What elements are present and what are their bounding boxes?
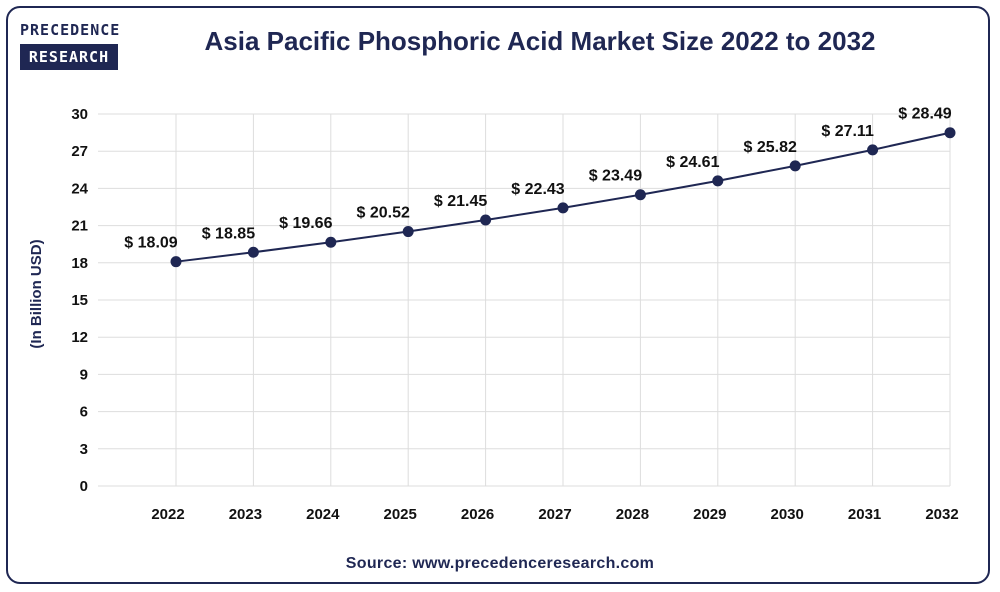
data-point <box>325 236 337 248</box>
y-tick-label: 18 <box>71 255 88 272</box>
data-label: $ 28.49 <box>898 106 951 123</box>
x-tick-label: 2029 <box>693 506 726 523</box>
x-tick-labels: 2022 2023 2024 2025 2026 2027 2028 2029 2030 2031… <box>151 506 958 523</box>
y-tick-label: 15 <box>71 292 88 309</box>
y-tick-label: 21 <box>71 218 88 235</box>
data-label: $ 24.61 <box>666 154 719 171</box>
x-tick-label: 2032 <box>925 506 958 523</box>
y-axis-label: (In Billion USD) <box>28 239 45 348</box>
chart-title: Asia Pacific Phosphoric Acid Market Size… <box>204 26 876 56</box>
data-points <box>170 127 956 268</box>
logo-line-2: RESEARCH <box>20 44 118 70</box>
data-label: $ 19.66 <box>279 215 332 232</box>
data-point <box>170 256 182 268</box>
y-tick-label: 12 <box>71 329 88 346</box>
data-labels: $ 18.09 $ 18.85 $ 19.66 $ 20.52 $ 21.45 $ 22.… <box>124 106 951 252</box>
y-tick-label: 3 <box>80 441 88 458</box>
x-tick-label: 2023 <box>229 506 262 523</box>
data-point <box>402 226 414 238</box>
data-label: $ 18.09 <box>124 235 177 252</box>
x-tick-label: 2026 <box>461 506 494 523</box>
data-label: $ 20.52 <box>357 205 410 222</box>
grid-lines <box>98 113 951 487</box>
chart-frame <box>6 6 990 584</box>
data-label: $ 23.49 <box>589 168 642 185</box>
x-tick-label: 2022 <box>151 506 184 523</box>
y-tick-label: 9 <box>80 366 88 383</box>
data-point <box>789 160 801 172</box>
source-text: Source: www.precedenceresearch.com <box>345 555 655 572</box>
x-tick-label: 2024 <box>306 506 340 523</box>
data-point <box>247 246 259 258</box>
x-tick-label: 2028 <box>616 506 649 523</box>
y-tick-label: 24 <box>71 180 88 197</box>
data-point <box>480 214 492 226</box>
data-label: $ 21.45 <box>434 193 487 210</box>
x-tick-label: 2030 <box>771 506 804 523</box>
y-tick-labels: 0 3 6 9 12 15 18 21 24 27 30 <box>71 106 88 495</box>
data-label: $ 22.43 <box>511 181 564 198</box>
x-tick-label: 2031 <box>848 506 881 523</box>
y-tick-label: 27 <box>71 143 88 160</box>
data-point <box>712 175 724 187</box>
y-tick-label: 0 <box>80 478 88 495</box>
data-point <box>944 127 956 139</box>
data-point <box>634 189 646 201</box>
x-tick-label: 2025 <box>384 506 417 523</box>
data-label: $ 27.11 <box>821 123 874 140</box>
y-tick-label: 6 <box>80 404 88 421</box>
x-tick-label: 2027 <box>538 506 571 523</box>
data-label: $ 18.85 <box>202 225 255 242</box>
data-point <box>557 202 569 214</box>
logo-line-1: PRECEDENCE <box>20 21 121 39</box>
precedence-research-logo: PRECEDENCE RESEARCH <box>20 16 121 72</box>
data-point <box>867 144 879 156</box>
data-label: $ 25.82 <box>744 139 797 156</box>
y-tick-label: 30 <box>71 106 88 123</box>
